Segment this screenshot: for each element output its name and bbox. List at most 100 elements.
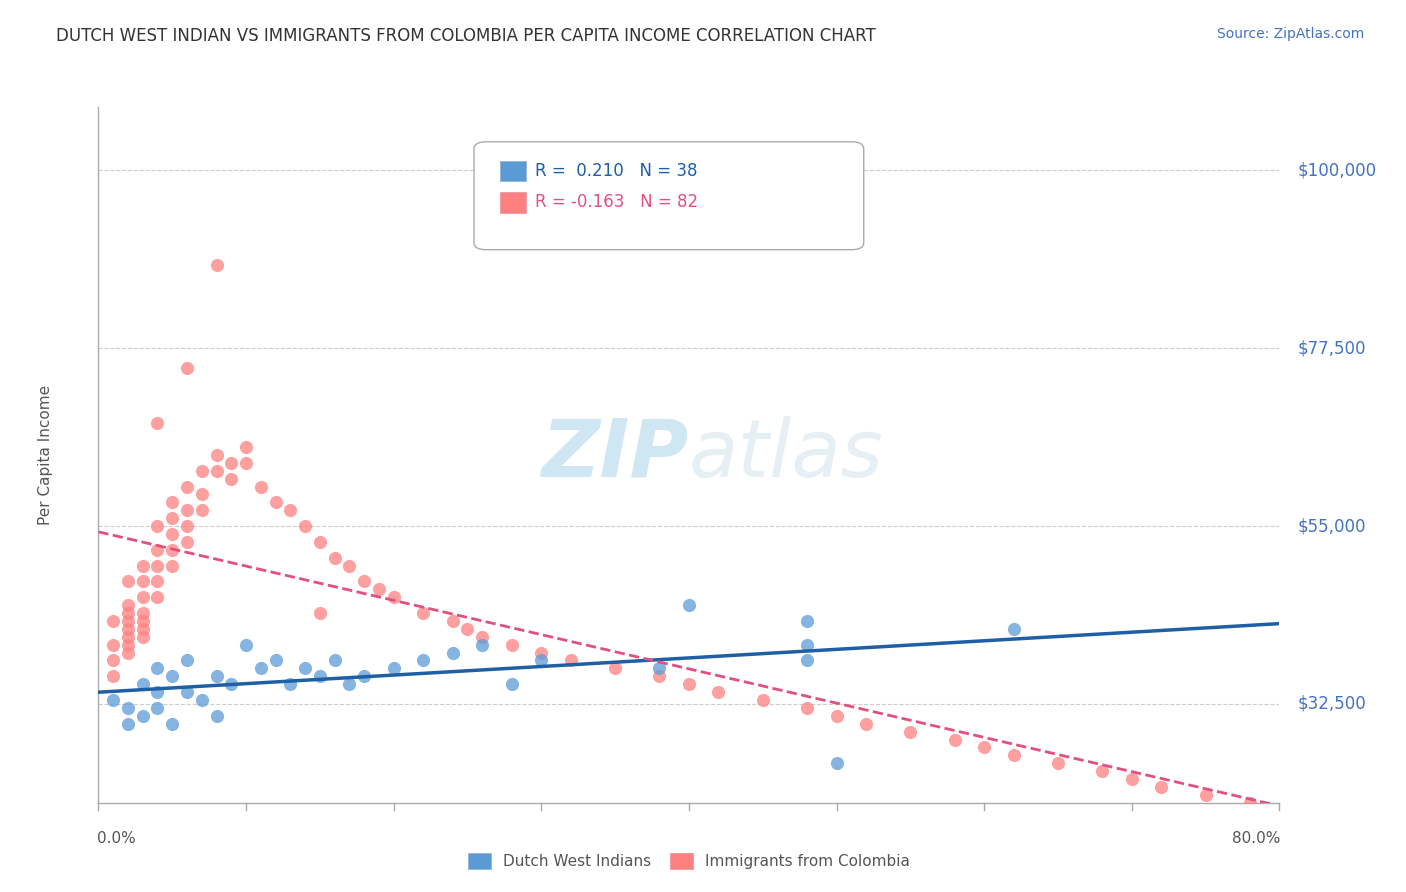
Point [176,519,198,533]
Point [530,646,553,660]
Point [530,653,553,667]
Text: $32,500: $32,500 [1298,695,1365,713]
Point [678,598,700,612]
Point [560,653,582,667]
Point [1121,772,1143,786]
Point [1150,780,1173,794]
Point [117,701,139,715]
Text: DUTCH WEST INDIAN VS IMMIGRANTS FROM COLOMBIA PER CAPITA INCOME CORRELATION CHAR: DUTCH WEST INDIAN VS IMMIGRANTS FROM COL… [56,27,876,45]
Point [294,519,316,533]
Point [176,685,198,699]
Point [176,535,198,549]
Bar [501,192,526,213]
Point [309,606,332,620]
Text: atlas: atlas [689,416,884,494]
Point [219,456,242,470]
Point [250,479,273,493]
Point [337,558,360,573]
Point [103,638,125,652]
FancyBboxPatch shape [474,142,863,250]
Point [235,456,257,470]
Point [456,622,478,636]
Point [205,258,228,272]
Point [855,716,877,731]
Text: 80.0%: 80.0% [1232,830,1281,846]
Text: $77,500: $77,500 [1298,339,1365,357]
Point [205,464,228,478]
Text: Per Capita Income: Per Capita Income [38,384,53,525]
Point [103,614,125,628]
Point [441,614,464,628]
Point [146,591,169,605]
Point [103,669,125,683]
Text: ZIP: ZIP [541,416,689,494]
Point [501,638,523,652]
Text: R = -0.163   N = 82: R = -0.163 N = 82 [536,194,699,211]
Point [205,669,228,683]
Point [191,487,214,501]
Point [235,440,257,454]
Point [471,630,494,644]
Point [162,511,183,525]
Point [1046,756,1069,771]
Point [648,661,671,675]
Legend: Dutch West Indians, Immigrants from Colombia: Dutch West Indians, Immigrants from Colo… [463,847,915,875]
Point [176,503,198,517]
Point [796,653,818,667]
Point [117,574,139,589]
Point [132,677,155,691]
Point [162,542,183,557]
Text: $55,000: $55,000 [1298,517,1365,535]
Point [132,622,155,636]
Point [205,448,228,462]
Point [235,638,257,652]
Point [900,724,922,739]
Bar [501,161,526,181]
Point [796,701,818,715]
Point [146,574,169,589]
Point [751,693,773,707]
Point [441,646,464,660]
Point [1195,788,1218,802]
Point [191,464,214,478]
Point [132,591,155,605]
Point [191,503,214,517]
Point [162,669,183,683]
Point [162,527,183,541]
Point [132,574,155,589]
Point [412,606,434,620]
Point [1091,764,1114,779]
Point [323,653,346,667]
Point [796,638,818,652]
Point [146,701,169,715]
Point [117,598,139,612]
Point [825,756,848,771]
Point [382,591,405,605]
Point [117,606,139,620]
Point [323,550,346,565]
Point [146,558,169,573]
Point [309,535,332,549]
Point [146,661,169,675]
Point [501,677,523,691]
Point [117,614,139,628]
Point [278,503,302,517]
Point [219,472,242,486]
Point [176,653,198,667]
Point [973,740,995,755]
Text: Source: ZipAtlas.com: Source: ZipAtlas.com [1216,27,1364,41]
Point [146,417,169,431]
Point [707,685,730,699]
Point [1002,622,1025,636]
Point [796,614,818,628]
Point [205,708,228,723]
Point [309,669,332,683]
Point [146,519,169,533]
Point [264,495,287,509]
Point [1002,748,1025,763]
Point [412,653,434,667]
Text: 0.0%: 0.0% [97,830,136,846]
Point [146,542,169,557]
Point [648,669,671,683]
Point [117,646,139,660]
